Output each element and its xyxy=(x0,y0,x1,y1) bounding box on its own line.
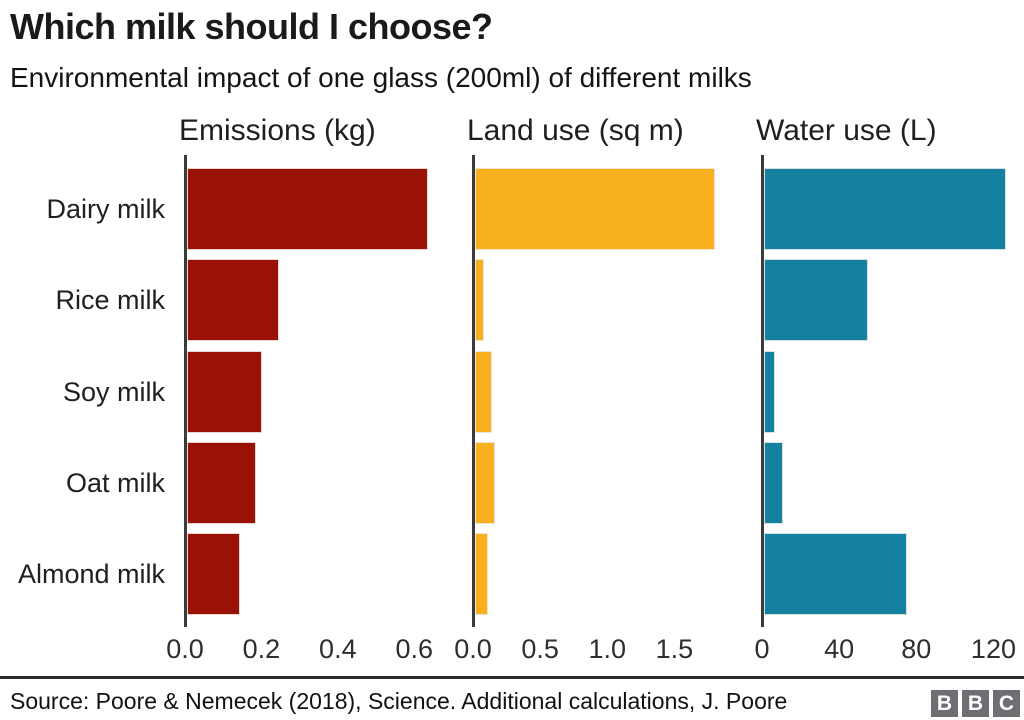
bar-soy-milk xyxy=(187,350,262,433)
bar-dairy-milk xyxy=(187,168,428,250)
bbc-logo-letter: B xyxy=(931,690,958,717)
bar-soy-milk xyxy=(764,350,775,433)
x-tick-label: 1.0 xyxy=(588,634,627,664)
page-title: Which milk should I choose? xyxy=(10,6,493,47)
panel-title: Land use (sq m) xyxy=(467,114,684,147)
category-label-oat-milk: Oat milk xyxy=(65,467,165,498)
bar-almond-milk xyxy=(475,533,488,616)
x-tick-label: 0.4 xyxy=(319,634,357,664)
category-label-soy-milk: Soy milk xyxy=(62,376,165,407)
y-axis-line xyxy=(184,155,187,627)
chart-subtitle: Environmental impact of one glass (200ml… xyxy=(10,62,752,93)
panel-title: Water use (L) xyxy=(756,114,937,147)
footer-divider xyxy=(0,676,1024,679)
x-tick-label: 0.0 xyxy=(454,634,492,664)
bar-rice-milk xyxy=(475,259,484,342)
bar-rice-milk xyxy=(187,259,279,342)
bar-rice-milk xyxy=(764,259,868,342)
source-credit: Source: Poore & Nemecek (2018), Science.… xyxy=(10,688,788,714)
x-tick-label: 0.0 xyxy=(166,634,204,664)
category-label-almond-milk: Almond milk xyxy=(17,559,165,590)
panel-title: Emissions (kg) xyxy=(179,114,376,147)
bbc-logo: B B C xyxy=(931,690,1020,717)
x-tick-label: 40 xyxy=(824,634,855,664)
bar-oat-milk xyxy=(187,441,256,524)
y-axis-line xyxy=(472,155,475,627)
bbc-logo-letter: C xyxy=(993,690,1020,717)
x-tick-label: 0 xyxy=(754,634,770,664)
x-tick-label: 0.5 xyxy=(521,634,559,664)
bar-dairy-milk xyxy=(475,168,715,250)
bbc-logo-letter: B xyxy=(962,690,989,717)
bar-almond-milk xyxy=(187,533,240,616)
x-tick-label: 0.2 xyxy=(242,634,281,664)
x-tick-label: 80 xyxy=(901,634,932,664)
bar-oat-milk xyxy=(764,441,783,524)
x-tick-label: 1.5 xyxy=(655,634,694,664)
bar-almond-milk xyxy=(764,533,907,616)
bar-dairy-milk xyxy=(764,168,1006,250)
x-tick-label: 120 xyxy=(970,634,1016,664)
category-label-dairy-milk: Dairy milk xyxy=(46,194,166,224)
x-tick-label: 0.6 xyxy=(395,634,434,664)
category-label-rice-milk: Rice milk xyxy=(55,285,165,316)
bar-soy-milk xyxy=(475,350,492,433)
y-axis-line xyxy=(761,155,764,627)
bar-oat-milk xyxy=(475,441,495,524)
